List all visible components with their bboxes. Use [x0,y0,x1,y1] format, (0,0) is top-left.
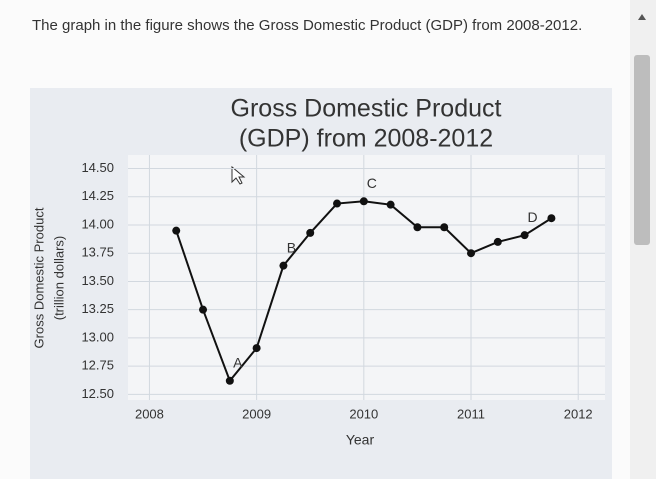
chart-title: Gross Domestic Product [231,95,502,123]
data-point [333,199,342,208]
plot-area [128,155,605,400]
y-tick-label: 13.75 [81,245,114,260]
data-point [199,305,208,314]
data-point [386,200,395,209]
x-tick-label: 2010 [349,406,378,421]
data-point [440,223,449,232]
question-text: The graph in the figure shows the Gross … [32,17,583,34]
data-point [172,226,181,235]
point-label: A [233,355,243,371]
data-point [225,376,234,385]
y-tick-label: 12.50 [81,386,114,401]
x-axis-label: Year [346,432,375,448]
y-tick-label: 13.50 [81,273,114,288]
x-tick-label: 2012 [564,406,593,421]
y-tick-label: 12.75 [81,358,114,373]
y-axis-label: (trillion dollars) [51,236,66,321]
data-point [493,237,502,246]
x-tick-label: 2011 [457,406,485,421]
data-point [359,197,368,206]
y-tick-label: 13.00 [81,329,114,344]
scrollbar-thumb[interactable] [634,55,650,245]
chart-title: (GDP) from 2008-2012 [239,125,493,153]
cursor [231,165,246,185]
y-tick-label: 14.50 [81,160,114,175]
y-tick-label: 14.00 [81,216,114,231]
data-point [279,261,288,270]
x-tick-label: 2009 [242,406,271,421]
data-point [252,344,261,353]
y-tick-label: 13.25 [81,301,114,316]
y-axis-label: Gross Domestic Product [31,207,46,348]
data-point [467,249,476,258]
point-label: C [367,175,377,191]
point-label: B [287,239,296,255]
data-point [413,223,422,232]
x-tick-label: 2008 [135,406,164,421]
data-point [547,214,556,223]
data-point [520,231,529,240]
scroll-up-arrow[interactable] [638,14,646,20]
data-point [306,228,315,237]
point-label: D [528,209,538,225]
y-tick-label: 14.25 [81,188,114,203]
